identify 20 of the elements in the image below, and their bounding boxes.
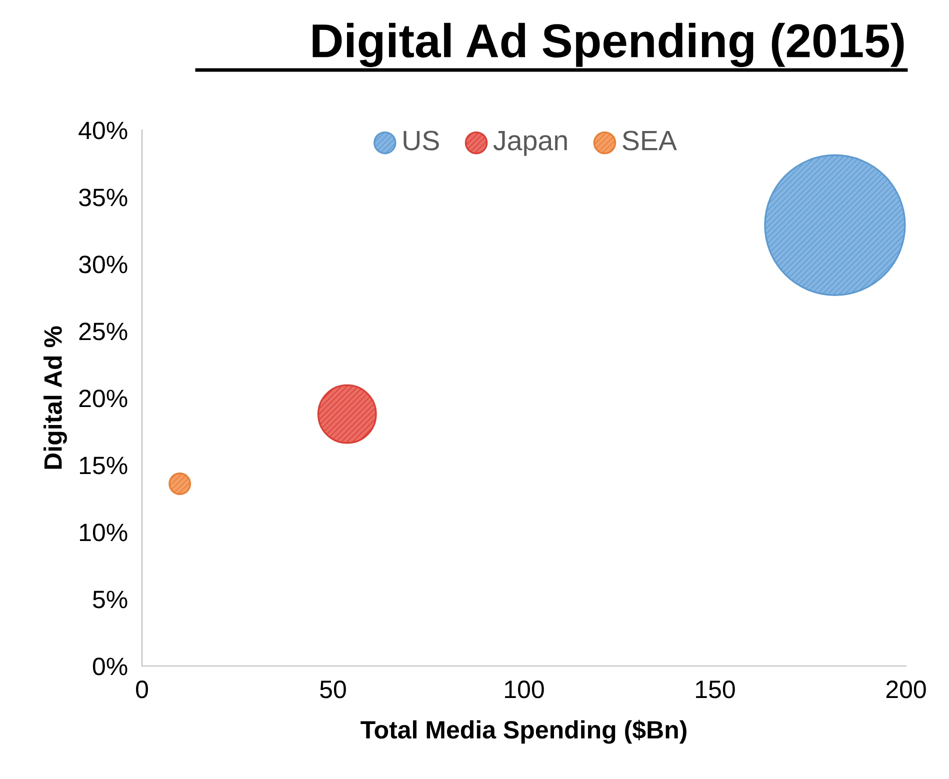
x-tick-label: 200	[886, 680, 926, 698]
legend-label: SEA	[622, 130, 677, 150]
chart-title: Digital Ad Spending (2015)	[312, 22, 904, 68]
y-tick-label: 30%	[79, 256, 128, 274]
y-tick-label: 35%	[79, 188, 128, 206]
y-tick-label: 5%	[92, 590, 128, 608]
x-tick-label: 100	[505, 680, 544, 698]
x-axis-title: Total Media Spending ($Bn)	[360, 720, 686, 744]
y-axis-title: Digital Ad %	[44, 326, 67, 469]
y-tick-label: 15%	[80, 456, 128, 474]
y-tick-label: 40%	[78, 122, 128, 140]
y-tick-label: 20%	[79, 390, 128, 408]
y-tick-label: 25%	[79, 322, 128, 340]
x-tick-label: 50	[320, 680, 346, 698]
x-tick-label: 150	[696, 680, 735, 698]
y-tick-label: 0%	[92, 658, 128, 676]
y-tick-label: 10%	[80, 524, 128, 542]
x-tick-label: 0	[136, 680, 148, 698]
legend-label: Japan	[493, 131, 567, 156]
legend-label: US	[404, 130, 439, 150]
